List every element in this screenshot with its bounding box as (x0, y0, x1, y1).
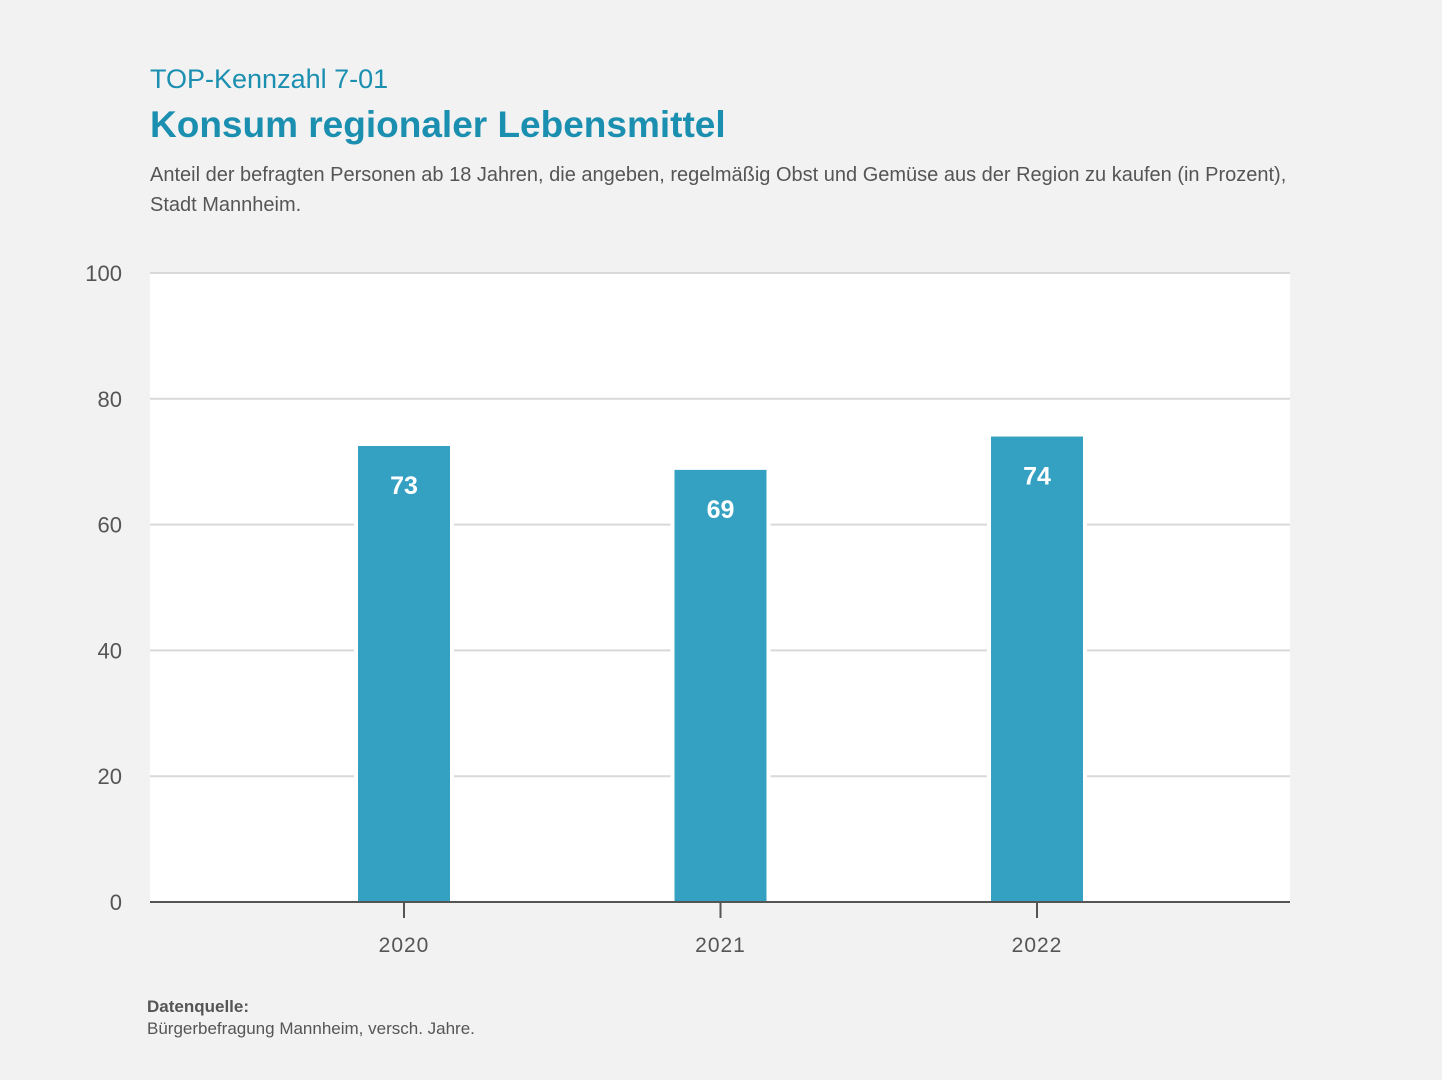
y-tick-label: 40 (98, 638, 122, 663)
y-tick-label: 0 (110, 890, 122, 915)
y-tick-label: 80 (98, 387, 122, 412)
bar (991, 436, 1083, 902)
source-label: Datenquelle: (147, 997, 250, 1016)
bar (358, 445, 450, 902)
x-tick-label: 2020 (379, 934, 430, 957)
chart-subtitle: Anteil der befragten Personen ab 18 Jahr… (150, 164, 1287, 216)
y-tick-label: 60 (98, 513, 122, 538)
bar-data-label: 74 (1023, 463, 1051, 491)
chart-title: Konsum regionaler Lebensmittel (150, 104, 726, 145)
chart-kicker: TOP-Kennzahl 7-01 (150, 64, 389, 94)
y-tick-label: 100 (85, 261, 122, 286)
bar (674, 469, 767, 902)
bar-data-label: 69 (707, 496, 735, 524)
source-text: Bürgerbefragung Mannheim, versch. Jahre. (147, 1019, 475, 1038)
y-tick-label: 20 (98, 764, 122, 789)
data-source: Datenquelle: Bürgerbefragung Mannheim, v… (147, 996, 475, 1040)
x-tick-label: 2021 (695, 934, 746, 957)
bar-data-label: 73 (390, 472, 418, 500)
x-tick-label: 2022 (1012, 934, 1063, 957)
